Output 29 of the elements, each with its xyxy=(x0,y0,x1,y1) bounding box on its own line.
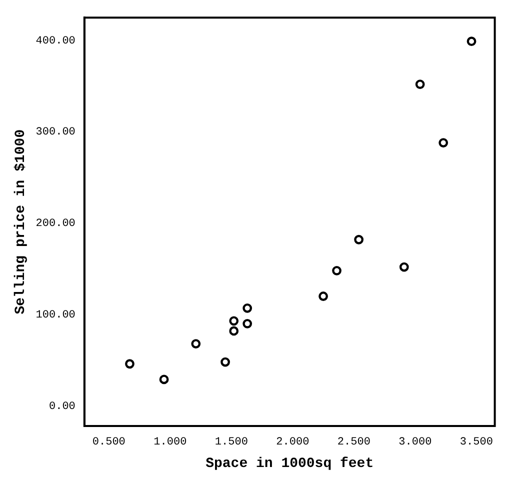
point xyxy=(125,359,134,369)
y-axis-title: Selling price in $1000 xyxy=(12,129,29,314)
point xyxy=(191,339,201,348)
y-tick-label: 200.00 xyxy=(36,218,76,230)
x-axis-title: Space in 1000sq feet xyxy=(206,456,374,472)
x-tick-label: 1.500 xyxy=(214,436,248,449)
x-tick-label: 1.000 xyxy=(154,436,187,449)
x-tick-label: 3.000 xyxy=(398,436,432,449)
y-tick-label: 0.00 xyxy=(49,400,76,413)
x-tick-label: 2.500 xyxy=(337,436,370,449)
point xyxy=(229,316,239,326)
point xyxy=(318,292,328,301)
y-tick-label: 300.00 xyxy=(36,126,76,139)
point xyxy=(229,326,239,336)
x-tick-label: 3.500 xyxy=(460,436,493,449)
point xyxy=(242,318,252,328)
point xyxy=(354,234,364,244)
y-tick-label: 400.00 xyxy=(36,35,76,48)
x-tick-label: 0.500 xyxy=(92,436,126,449)
y-tick-label: 100.00 xyxy=(36,309,76,322)
point xyxy=(159,374,169,384)
point xyxy=(399,262,409,272)
point xyxy=(438,138,448,148)
point xyxy=(415,80,425,89)
point xyxy=(242,303,252,313)
x-tick-label: 2.000 xyxy=(276,436,310,449)
point xyxy=(332,266,342,276)
point xyxy=(466,36,476,46)
point xyxy=(220,357,230,367)
